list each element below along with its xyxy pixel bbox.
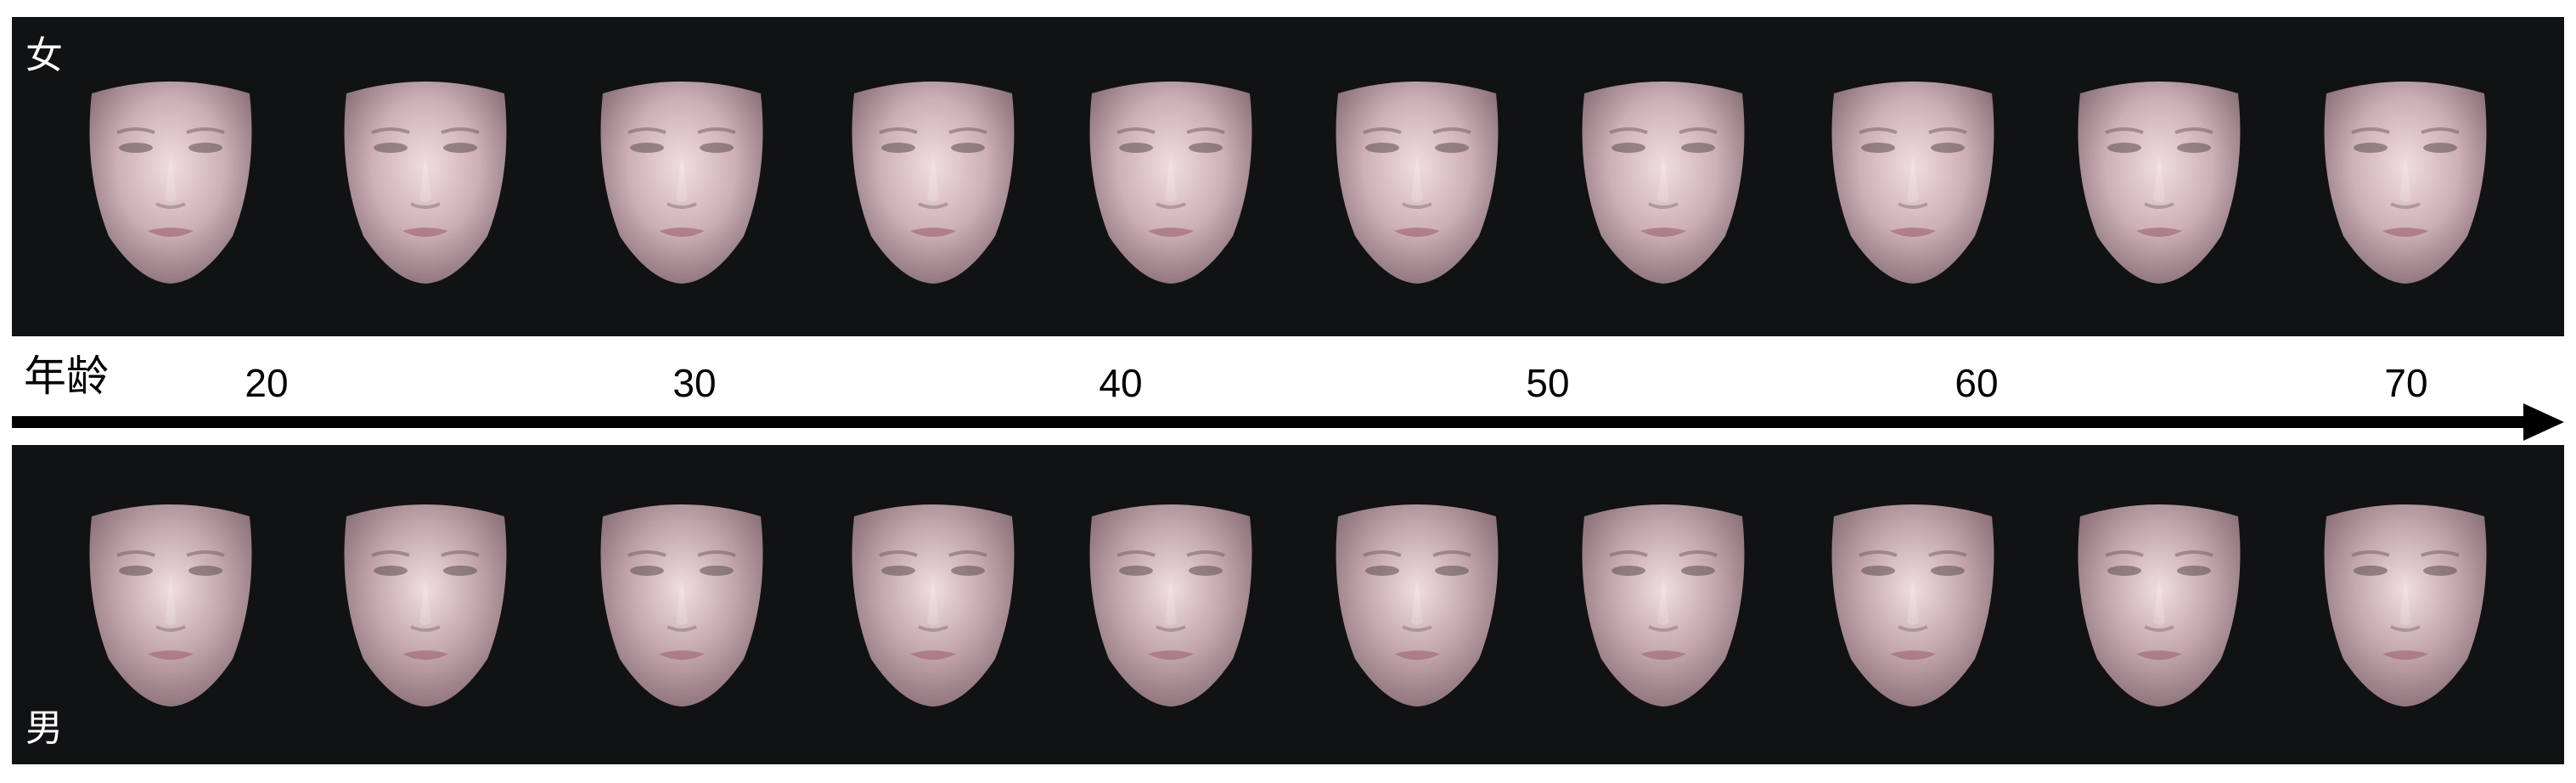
age-tick-50: 50 bbox=[1526, 361, 1570, 405]
female-face-4 bbox=[846, 70, 1021, 287]
male-face-2 bbox=[338, 493, 513, 710]
female-face-9 bbox=[2072, 70, 2247, 287]
male-face-8 bbox=[1825, 493, 2000, 710]
male-face-6 bbox=[1330, 493, 1505, 710]
male-face-5 bbox=[1083, 493, 1258, 710]
male-face-1 bbox=[83, 493, 258, 710]
male-face-9 bbox=[2072, 493, 2247, 710]
female-face-1 bbox=[83, 70, 258, 287]
female-label: 女 bbox=[25, 34, 63, 77]
male-face-7 bbox=[1576, 493, 1751, 710]
male-face-4 bbox=[846, 493, 1021, 710]
female-face-5 bbox=[1083, 70, 1258, 287]
female-face-10 bbox=[2318, 70, 2493, 287]
male-label: 男 bbox=[25, 707, 63, 750]
female-face-row bbox=[12, 17, 2564, 336]
age-tick-60: 60 bbox=[1954, 361, 1999, 405]
female-panel: 女 bbox=[12, 17, 2564, 336]
age-tick-70: 70 bbox=[2384, 361, 2428, 405]
arrow-right-icon bbox=[2523, 403, 2564, 441]
age-axis-title: 年龄 bbox=[24, 352, 109, 401]
male-panel: 男 bbox=[12, 445, 2564, 764]
female-face-6 bbox=[1330, 70, 1505, 287]
female-face-2 bbox=[338, 70, 513, 287]
age-axis-line bbox=[12, 416, 2530, 428]
age-tick-40: 40 bbox=[1099, 361, 1143, 405]
female-face-8 bbox=[1825, 70, 2000, 287]
male-face-10 bbox=[2318, 493, 2493, 710]
male-face-3 bbox=[594, 493, 769, 710]
age-tick-20: 20 bbox=[245, 361, 289, 405]
male-face-row bbox=[12, 445, 2564, 764]
age-tick-30: 30 bbox=[672, 361, 717, 405]
female-face-7 bbox=[1576, 70, 1751, 287]
female-face-3 bbox=[594, 70, 769, 287]
